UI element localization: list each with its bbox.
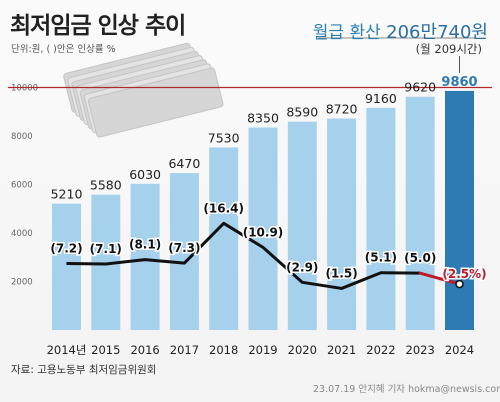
- monthly-wage-label: 월급 환산: [312, 23, 381, 43]
- monthly-wage-value: 206만740원: [386, 22, 488, 43]
- x-tick-label: 2019: [248, 343, 277, 357]
- rate-label: (7.1): [90, 242, 122, 256]
- bar: [445, 90, 474, 331]
- y-tick-label: 4000: [11, 229, 33, 239]
- bar-value-label: 8590: [286, 105, 318, 120]
- x-tick-label: 2024: [445, 343, 474, 357]
- bar-value-label: 9160: [365, 91, 397, 106]
- bar-value-label: 8350: [247, 111, 279, 126]
- rate-label: (8.1): [129, 238, 161, 252]
- x-tick-label: 2015: [91, 343, 120, 357]
- bar-value-label: 9620: [404, 80, 436, 95]
- rate-label: (7.2): [50, 242, 82, 256]
- unit-note: 단위:원, ( )안은 인상률 %: [11, 44, 116, 55]
- bar: [366, 107, 396, 331]
- x-tick-label: 2018: [209, 343, 238, 357]
- rate-label: (16.4): [203, 201, 244, 215]
- monthly-wage-annotation: 월급 환산 206만740원: [313, 18, 488, 44]
- rate-latest-point: [455, 279, 464, 289]
- rate-label: (5.0): [404, 251, 436, 265]
- y-tick-label: 10000: [11, 84, 38, 94]
- source-note: 자료: 고용노동부 최저임금위원회: [11, 364, 157, 376]
- bar-value-label: 8720: [326, 102, 358, 117]
- rate-label: (2.5%): [442, 267, 486, 281]
- rate-label: (2.9): [286, 260, 318, 274]
- bar-value-label: 6470: [168, 156, 200, 171]
- x-tick-label: 2017: [170, 343, 199, 357]
- rate-label: (1.5): [325, 266, 357, 280]
- bar: [405, 96, 435, 330]
- chart-title: 최저임금 인상 추이: [10, 13, 186, 39]
- bar: [248, 127, 278, 330]
- y-tick-label: 6000: [11, 181, 33, 191]
- byline-credit: 23.07.19 안지혜 기자 hokma@newsis.com: [313, 384, 500, 395]
- x-tick-label: 2022: [366, 343, 395, 357]
- x-tick-label: 2023: [406, 343, 435, 357]
- y-tick-label: 2000: [11, 278, 33, 288]
- x-tick-label: 2016: [130, 343, 159, 357]
- bar: [52, 203, 81, 330]
- monthly-hours-note: (월 209시간): [415, 42, 482, 56]
- card-stack-layer: [87, 67, 224, 138]
- x-tick-label: 2021: [327, 343, 356, 357]
- bar: [130, 183, 160, 330]
- bar-value-label: 5580: [90, 178, 122, 193]
- bar-value-label: 7530: [208, 130, 240, 145]
- bar-value-label: 6030: [129, 167, 161, 182]
- rate-line-latest-segment: [418, 271, 461, 286]
- rate-label: (7.3): [168, 241, 200, 255]
- bar-value-label: 9860: [441, 75, 477, 90]
- bar: [287, 121, 317, 330]
- rate-label: (10.9): [243, 225, 284, 239]
- bar: [327, 118, 357, 330]
- rate-line: [66, 221, 421, 290]
- bar: [209, 147, 239, 330]
- y-tick-label: 8000: [11, 132, 33, 142]
- x-tick-label: 2014년: [47, 343, 87, 357]
- rate-label: (5.1): [365, 251, 397, 265]
- bar-value-label: 5210: [51, 187, 83, 202]
- x-tick-label: 2020: [288, 343, 317, 357]
